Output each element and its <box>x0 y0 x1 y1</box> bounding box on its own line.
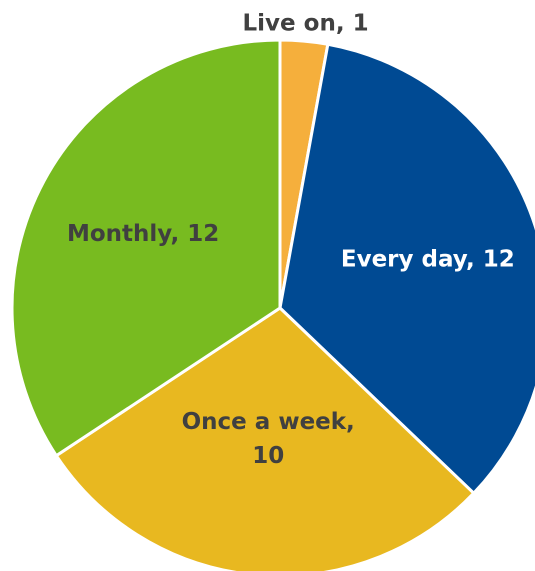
data-label-line: 10 <box>252 442 284 468</box>
data-label: Every day, 12 <box>341 246 515 272</box>
pie-slice <box>54 306 476 571</box>
data-label: Once a week, 10 <box>182 408 355 468</box>
data-label-line: Once a week, <box>182 408 355 434</box>
data-label: Monthly, 12 <box>67 221 219 247</box>
data-label: Live on, 1 <box>243 11 369 37</box>
pie-slice <box>10 38 282 458</box>
